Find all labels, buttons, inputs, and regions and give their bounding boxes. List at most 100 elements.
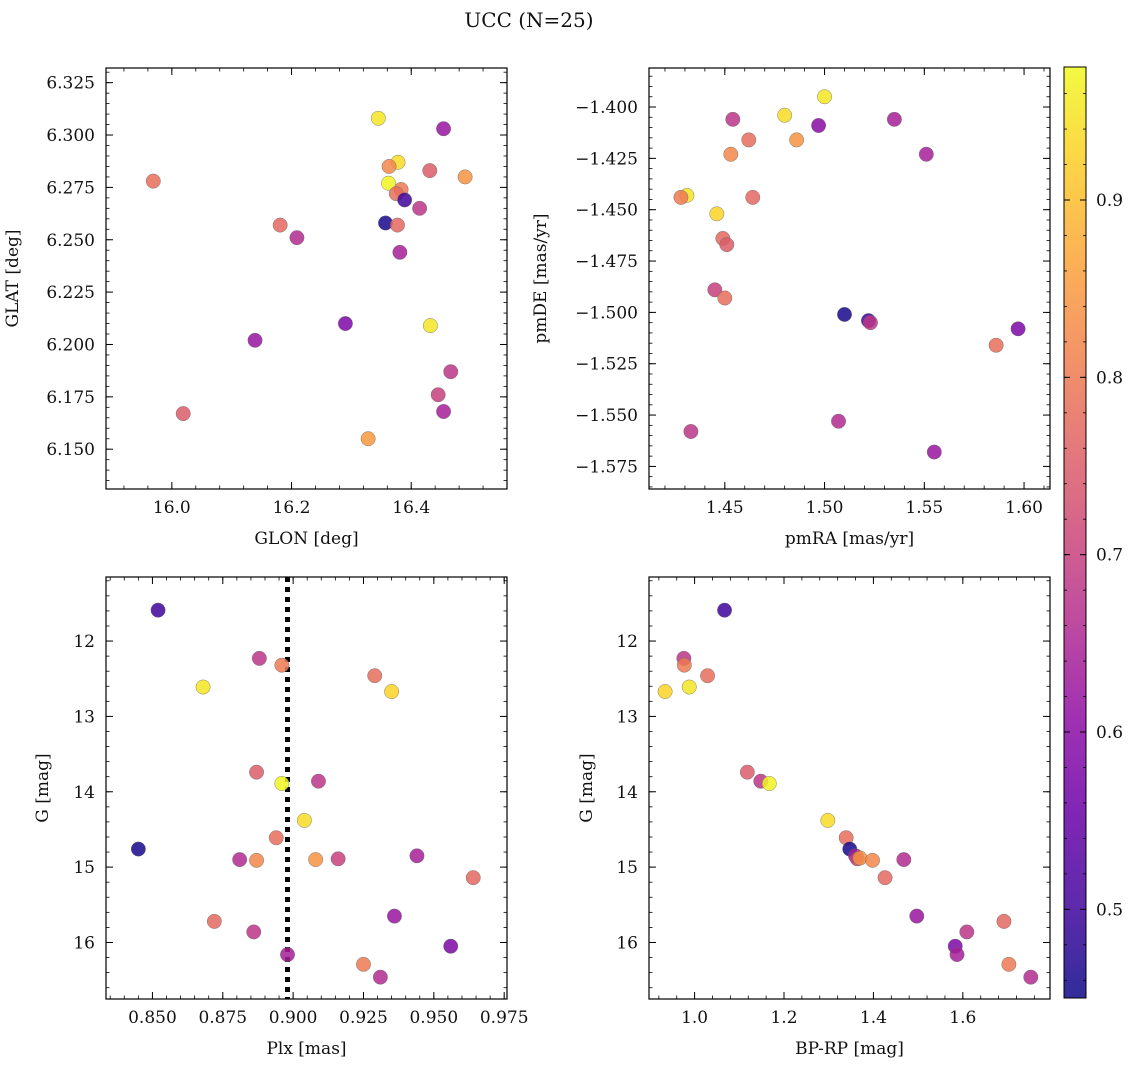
y-tick-label: 6.150 bbox=[46, 440, 95, 460]
scatter-point bbox=[436, 121, 451, 137]
x-tick-label: 16.4 bbox=[392, 498, 430, 518]
scatter-point bbox=[409, 848, 425, 864]
x-axis-label: BP-RP [mag] bbox=[795, 1039, 904, 1059]
scatter-points bbox=[657, 602, 1039, 985]
y-tick-label: −1.450 bbox=[575, 201, 638, 221]
y-tick-label: 6.175 bbox=[46, 388, 95, 408]
x-tick-label: 0.975 bbox=[480, 1008, 529, 1028]
x-tick-label: 1.60 bbox=[1005, 498, 1043, 518]
scatter-point bbox=[381, 175, 396, 191]
y-axis-label: pmDE [mas/yr] bbox=[531, 213, 551, 343]
scatter-point bbox=[397, 192, 413, 208]
axes-frame bbox=[105, 67, 508, 490]
scatter-point bbox=[372, 969, 388, 985]
scatter-point bbox=[412, 200, 428, 216]
scatter-point bbox=[745, 189, 761, 205]
y-tick-label: 14 bbox=[616, 783, 638, 803]
y-axis-label: G [mag] bbox=[33, 753, 53, 822]
scatter-point bbox=[232, 852, 248, 867]
scatter-point bbox=[949, 947, 965, 962]
y-tick-label: 6.300 bbox=[46, 126, 95, 146]
scatter-point bbox=[896, 852, 912, 867]
scatter-point bbox=[370, 110, 386, 126]
scatter-point bbox=[387, 908, 402, 924]
scatter-point bbox=[443, 364, 459, 380]
scatter-point bbox=[789, 132, 805, 148]
scatter-point bbox=[863, 315, 878, 331]
scatter-point bbox=[811, 118, 826, 133]
scatter-point bbox=[330, 851, 346, 867]
x-tick-label: 16.0 bbox=[153, 498, 191, 518]
scatter-point bbox=[988, 337, 1004, 353]
y-tick-label: 14 bbox=[73, 783, 95, 803]
scatter-point bbox=[777, 107, 793, 123]
scatter-point bbox=[311, 773, 326, 789]
scatter-point bbox=[657, 684, 673, 699]
scatter-point bbox=[430, 387, 446, 403]
y-tick-label: 6.325 bbox=[46, 74, 95, 94]
scatter-point bbox=[707, 282, 723, 298]
y-tick-label: −1.550 bbox=[575, 406, 638, 426]
scatter-point bbox=[249, 764, 264, 780]
scatter-point bbox=[1010, 321, 1026, 337]
x-tick-label: 1.4 bbox=[860, 1008, 887, 1028]
scatter-point bbox=[719, 237, 735, 253]
y-axis-label: GLAT [deg] bbox=[3, 229, 23, 327]
y-tick-label: −1.425 bbox=[575, 149, 638, 169]
y-tick-label: 12 bbox=[616, 632, 638, 652]
scatter-points bbox=[673, 89, 1026, 460]
subplot-4: 1.0 1.2 1.4 1.6 12 13 14 15 16 BP-RP [mag] G [mag] bbox=[577, 576, 1051, 1059]
scatter-point bbox=[465, 870, 481, 886]
scatter-point bbox=[274, 776, 290, 791]
axes-frame bbox=[648, 576, 1051, 1000]
scatter-point bbox=[837, 307, 852, 322]
colorbar-tick-label: 0.8 bbox=[1096, 368, 1123, 388]
y-tick-label: −1.525 bbox=[575, 355, 638, 375]
scatter-point bbox=[249, 852, 264, 868]
scatter-point bbox=[381, 159, 397, 174]
scatter-point bbox=[918, 146, 934, 162]
x-tick-label: 1.45 bbox=[706, 498, 744, 518]
axes-frame bbox=[648, 67, 1051, 490]
scatter-point bbox=[741, 132, 757, 148]
x-tick-label: 0.850 bbox=[128, 1008, 177, 1028]
scatter-point bbox=[877, 870, 893, 886]
y-tick-label: −1.500 bbox=[575, 303, 638, 323]
subplot-1: 16.0 16.2 16.4 6.150 6.175 6.200 6.225 6.250 6.2… bbox=[3, 67, 508, 549]
scatter-point bbox=[725, 111, 741, 127]
scatter-point bbox=[280, 947, 295, 962]
scatter-point bbox=[865, 852, 880, 868]
x-tick-label: 1.50 bbox=[806, 498, 844, 518]
scatter-point bbox=[723, 146, 739, 162]
scatter-point bbox=[308, 852, 324, 867]
scatter-point bbox=[820, 813, 836, 828]
scatter-point bbox=[681, 679, 697, 695]
scatter-point bbox=[338, 316, 353, 331]
scatter-point bbox=[145, 173, 161, 189]
scatter-point bbox=[676, 657, 692, 673]
scatter-point bbox=[761, 776, 777, 791]
scatter-point bbox=[436, 404, 451, 419]
scatter-point bbox=[268, 830, 284, 846]
scatter-point bbox=[717, 290, 733, 306]
x-axis-label: Plx [mas] bbox=[266, 1039, 346, 1059]
y-tick-label: 13 bbox=[616, 707, 638, 727]
y-tick-label: 16 bbox=[73, 933, 95, 953]
scatter-points bbox=[130, 602, 481, 985]
scatter-point bbox=[272, 217, 288, 233]
scatter-point bbox=[390, 217, 405, 233]
scatter-point bbox=[852, 850, 868, 866]
scatter-point bbox=[251, 650, 267, 666]
x-axis-label: pmRA [mas/yr] bbox=[785, 529, 914, 549]
y-tick-label: 6.200 bbox=[46, 335, 95, 355]
scatter-point bbox=[817, 89, 832, 105]
scatter-point bbox=[175, 406, 191, 421]
panels-group: 16.0 16.2 16.4 6.150 6.175 6.200 6.225 6.250 6.2… bbox=[3, 67, 1051, 1059]
colorbar-gradient bbox=[1063, 66, 1087, 999]
colorbar-tick-label: 0.6 bbox=[1096, 723, 1123, 743]
colorbar-tick-label: 0.7 bbox=[1096, 546, 1123, 566]
y-tick-label: 6.225 bbox=[46, 283, 95, 303]
y-tick-label: −1.575 bbox=[575, 457, 638, 477]
